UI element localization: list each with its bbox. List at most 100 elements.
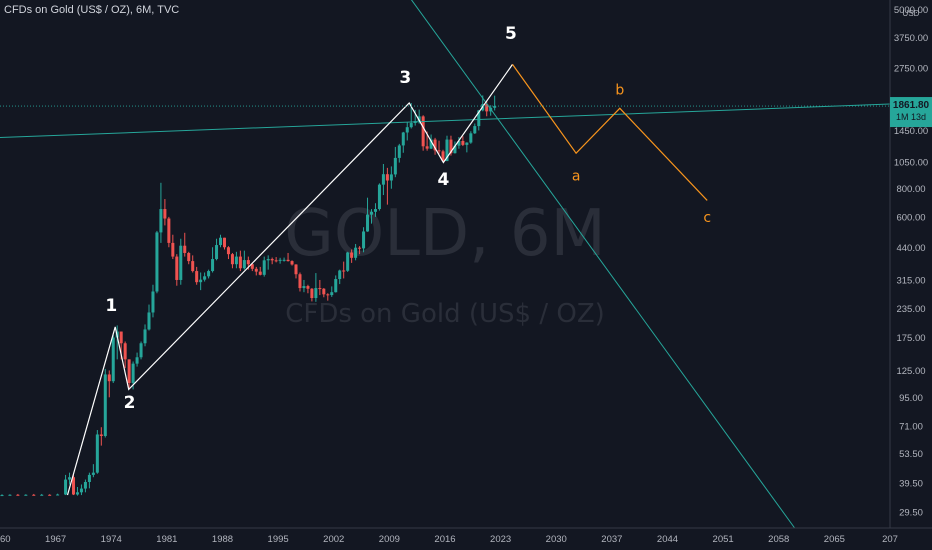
candle-body (334, 279, 338, 293)
candle-body (318, 288, 322, 290)
candle-body (159, 209, 163, 233)
price-axis-unit: USD (903, 9, 920, 18)
candle-body (199, 279, 203, 283)
candle-body (469, 133, 473, 143)
candle-body (175, 256, 179, 280)
candle-body (441, 151, 445, 162)
candle-body (75, 492, 79, 495)
candle-body (381, 174, 385, 185)
candle-body (215, 245, 219, 260)
candle-body (123, 343, 127, 360)
candle-body (131, 363, 135, 383)
price-axis-tick: 1450.00 (894, 126, 928, 137)
candle-body (433, 139, 437, 151)
candle-body (183, 245, 187, 253)
candle-body (40, 494, 44, 496)
time-axis-tick: 2023 (490, 534, 511, 545)
time-axis-tick: 2044 (657, 534, 678, 545)
candle-body (0, 495, 4, 497)
correction-label-a: a (572, 169, 581, 185)
candle-body (83, 481, 87, 489)
candle-body (354, 247, 358, 258)
candle-body (294, 264, 298, 275)
candle-body (68, 477, 72, 480)
candle-body (322, 288, 326, 295)
time-axis-tick: 1974 (101, 534, 122, 545)
elliott-correction-path (512, 64, 708, 201)
candle-body (405, 127, 409, 133)
time-axis-tick: 1960 (0, 534, 11, 545)
candle-body (230, 254, 234, 265)
candle-body (338, 270, 342, 280)
candle-body (135, 357, 139, 364)
time-axis-tick: 1995 (268, 534, 289, 545)
price-axis-panel[interactable] (890, 0, 932, 528)
time-axis-tick: 2009 (379, 534, 400, 545)
watermark-main: GOLD, 6M (284, 197, 606, 271)
candle-body (187, 252, 191, 262)
candle-body (298, 274, 302, 289)
candle-body (290, 261, 294, 265)
price-axis-tick: 3750.00 (894, 33, 928, 44)
candle-body (457, 140, 461, 146)
wave-label-5: 5 (505, 24, 517, 44)
price-axis-tick: 95.00 (899, 393, 923, 404)
price-axis-tick: 175.00 (896, 333, 925, 344)
current-price-tag: 1861.80 1M 13d (890, 97, 932, 128)
elliott-impulse-path (66, 64, 513, 496)
candle-body (485, 104, 489, 112)
time-axis-tick: 2002 (323, 534, 344, 545)
candle-body (286, 259, 290, 262)
time-axis-tick: 1988 (212, 534, 233, 545)
candle-body (342, 270, 346, 272)
time-axis-tick: 2030 (546, 534, 567, 545)
candle-body (278, 259, 282, 261)
candle-body (222, 237, 226, 248)
candle-body (95, 434, 99, 473)
candle-body (366, 214, 370, 232)
candle-body (16, 494, 20, 496)
current-price-tag-bg (890, 97, 932, 128)
watermark-sub: CFDs on Gold (US$ / OZ) (285, 299, 605, 329)
candle-body (477, 110, 481, 127)
time-axis-panel[interactable] (0, 528, 932, 550)
candle-body (326, 294, 330, 296)
price-axis-tick: 800.00 (896, 184, 925, 195)
price-axis-tick: 440.00 (896, 243, 925, 254)
candle-body (8, 494, 12, 496)
candle-body (179, 245, 183, 280)
candle-body (302, 286, 306, 289)
candle-body (171, 242, 175, 257)
candle-body (389, 174, 393, 181)
candle-body (437, 150, 441, 152)
candle-body (219, 237, 223, 246)
candle-body (358, 247, 362, 249)
time-axis-tick: 2016 (434, 534, 455, 545)
candle-body (417, 116, 421, 122)
candle-body (71, 477, 76, 495)
candle-body (270, 259, 274, 261)
candle-body (314, 288, 318, 299)
candle-body (155, 232, 159, 292)
candle-body (377, 184, 381, 210)
candle-body (473, 126, 477, 134)
candle-body (346, 252, 350, 271)
symbol-title[interactable]: CFDs on Gold (US$ / OZ), 6M, TVC (4, 4, 180, 16)
candle-body (246, 260, 250, 265)
time-axis-tick: 1967 (45, 534, 66, 545)
price-axis-tick: 29.50 (899, 507, 923, 518)
candle-body (127, 359, 131, 383)
candle-body (369, 211, 374, 215)
candles-layer (0, 95, 497, 497)
trendline-support (0, 103, 891, 139)
candle-body (409, 123, 413, 128)
candle-body (151, 291, 155, 313)
candle-body (350, 252, 354, 258)
price-axis-tick: 125.00 (896, 366, 925, 377)
candle-body (453, 145, 457, 154)
price-axis-tick: 5000.00 (894, 5, 928, 16)
current-price-label: 1861.80 (893, 100, 930, 111)
price-axis-tick: 235.00 (896, 304, 925, 315)
candle-body (226, 247, 230, 255)
